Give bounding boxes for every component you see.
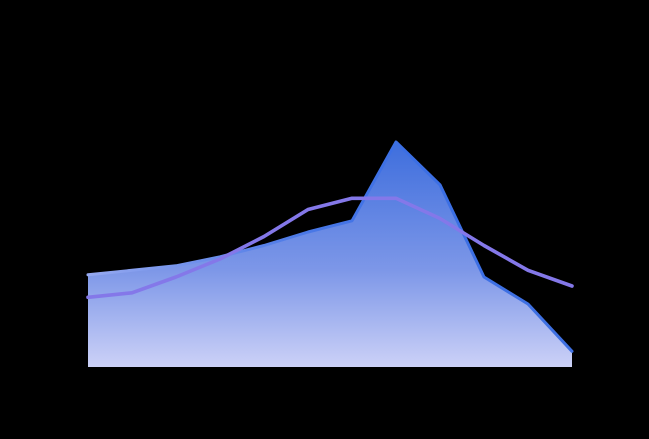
series-group	[86, 140, 574, 367]
blue-area-series-edge	[86, 140, 574, 353]
blue-area-series-fill	[88, 142, 572, 367]
purple-line-series	[86, 196, 574, 300]
